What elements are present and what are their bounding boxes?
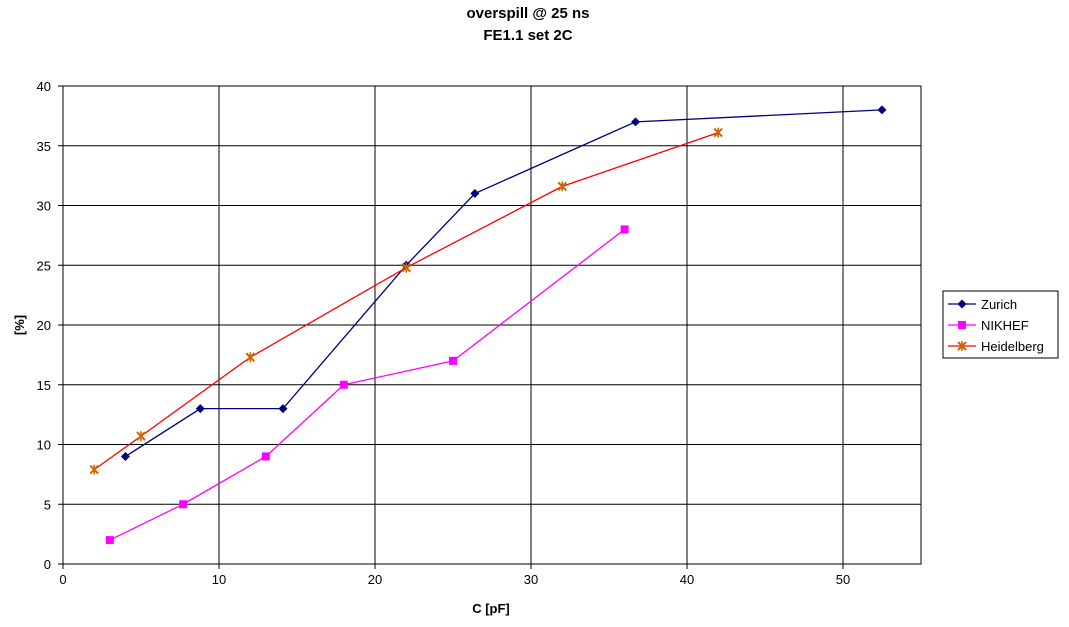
series-heidelberg	[89, 127, 723, 475]
legend-marker	[957, 299, 967, 309]
x-tick-label: 40	[680, 572, 694, 587]
data-point-nikhef	[105, 536, 114, 545]
y-tick-label: 0	[44, 557, 51, 572]
y-tick-label: 15	[37, 378, 51, 393]
y-tick-label: 10	[37, 438, 51, 453]
data-point-zurich	[278, 404, 288, 414]
data-point-zurich	[470, 189, 480, 199]
data-point-heidelberg	[136, 431, 146, 442]
series-line-heidelberg	[93, 131, 719, 471]
legend-marker	[957, 341, 967, 351]
series-group	[89, 105, 887, 545]
series-line-zurich	[125, 109, 883, 457]
data-point-nikhef	[339, 380, 348, 389]
data-point-nikhef	[449, 356, 457, 365]
legend: Zurich NIKHEF Heidelberg	[942, 290, 1059, 359]
y-tick-label: 20	[37, 318, 51, 333]
x-tick-label: 10	[212, 572, 226, 587]
x-tick-label: 30	[524, 572, 538, 587]
data-point-nikhef	[179, 500, 188, 509]
data-point-nikhef	[620, 225, 629, 234]
data-point-heidelberg	[89, 464, 99, 475]
series-nikhef	[105, 225, 629, 545]
data-point-heidelberg	[713, 127, 723, 138]
data-point-heidelberg	[401, 262, 411, 273]
y-tick-label: 40	[37, 79, 51, 94]
grid	[62, 85, 921, 565]
series-line-nikhef	[109, 228, 625, 541]
y-tick-label: 5	[44, 497, 51, 512]
y-tick-label: 30	[37, 199, 51, 214]
x-tick-label: 20	[368, 572, 382, 587]
data-point-zurich	[877, 105, 887, 115]
y-tick-label: 25	[37, 258, 51, 273]
legend-label: NIKHEF	[981, 318, 1029, 333]
chart-subtitle: FE1.1 set 2C	[483, 27, 572, 44]
legend-item-heidelberg: Heidelberg	[948, 339, 1044, 354]
data-point-heidelberg	[557, 181, 567, 192]
x-axis-ticks: 0 10 20 30 40 50	[59, 564, 850, 587]
data-point-heidelberg	[245, 352, 255, 363]
data-point-nikhef	[261, 452, 270, 461]
legend-label: Heidelberg	[981, 339, 1044, 354]
chart-title: overspill @ 25 ns	[466, 5, 589, 22]
legend-item-nikhef: NIKHEF	[948, 318, 1029, 333]
legend-item-zurich: Zurich	[948, 297, 1017, 312]
legend-marker	[958, 321, 966, 329]
series-zurich	[120, 105, 887, 461]
data-point-zurich	[631, 117, 641, 127]
x-tick-label: 50	[836, 572, 850, 587]
y-axis-label: [%]	[12, 315, 27, 335]
x-tick-label: 0	[59, 572, 66, 587]
x-axis-label: C [pF]	[472, 601, 510, 616]
data-point-zurich	[120, 451, 130, 461]
legend-label: Zurich	[981, 297, 1017, 312]
y-axis-ticks: 0 5 10 15 20 25 30 35 40	[37, 79, 63, 572]
y-tick-label: 35	[37, 139, 51, 154]
data-point-zurich	[195, 404, 205, 414]
